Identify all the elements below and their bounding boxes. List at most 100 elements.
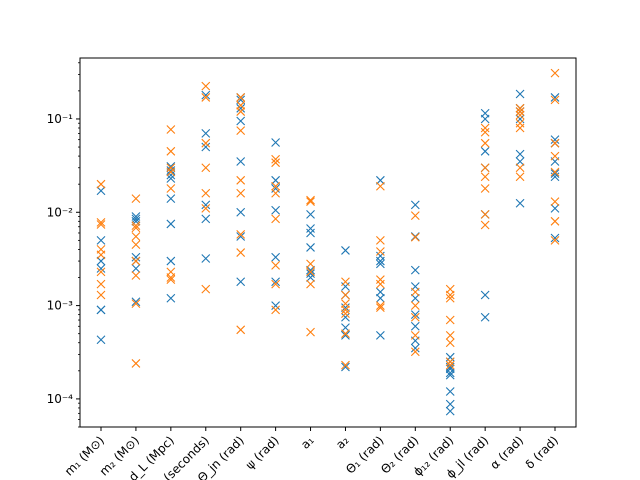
marker-series-1 [515,157,525,166]
marker-series-2 [341,299,350,309]
marker-series-1 [515,114,525,124]
marker-series-2 [410,330,420,340]
marker-series-1 [271,138,281,147]
marker-series-2 [96,290,106,300]
marker-series-1 [375,287,385,297]
marker-series-1 [166,293,176,303]
marker-series-1 [96,256,106,266]
marker-series-2 [341,290,350,300]
marker-series-2 [96,279,106,289]
marker-series-1 [131,216,141,226]
marker-series-1 [271,277,281,287]
marker-series-2 [445,357,455,367]
marker-series-1 [375,330,385,340]
marker-series-2 [480,209,490,219]
marker-series-1 [375,293,385,303]
marker-series-2 [236,325,246,335]
marker-series-1 [341,312,350,322]
marker-series-2 [96,217,106,227]
marker-series-2 [271,181,281,191]
marker-series-2 [445,360,455,370]
marker-series-1 [306,269,315,279]
marker-series-2 [96,250,106,260]
marker-series-1 [201,142,211,152]
marker-series-1 [410,200,420,210]
marker-series-2 [480,127,490,137]
marker-series-1 [480,114,490,124]
marker-series-2 [236,93,246,102]
marker-series-1 [201,254,211,263]
marker-series-2 [131,299,141,309]
marker-series-1 [445,370,455,380]
marker-series-2 [341,329,350,339]
marker-series-2 [341,309,350,319]
marker-series-2 [271,158,281,168]
marker-series-2 [236,126,246,136]
marker-series-2 [375,301,385,310]
marker-series-2 [96,267,106,277]
marker-series-2 [550,151,560,161]
marker-series-2 [236,175,246,185]
marker-series-2 [201,93,211,102]
marker-series-2 [271,279,281,289]
marker-series-2 [96,179,106,189]
marker-series-1 [96,305,106,315]
marker-series-2 [166,167,176,177]
marker-series-1 [201,200,211,210]
marker-series-1 [166,174,176,183]
marker-series-2 [201,138,211,148]
marker-series-1 [201,129,211,138]
marker-series-2 [131,256,141,266]
marker-series-2 [410,347,420,357]
marker-series-2 [375,181,385,191]
marker-series-2 [201,188,211,198]
marker-series-2 [236,107,246,116]
marker-series-2 [445,290,455,300]
marker-series-2 [445,330,455,340]
marker-series-2 [550,235,560,245]
marker-series-1 [445,364,455,374]
marker-series-2 [410,211,420,221]
marker-series-1 [271,205,281,215]
marker-series-2 [271,214,281,224]
marker-series-2 [410,287,420,297]
marker-series-2 [550,68,560,78]
marker-series-1 [166,166,176,175]
marker-series-2 [131,359,141,368]
y-tick-label: 10⁻¹ [47,112,74,126]
marker-series-2 [306,279,315,289]
marker-series-2 [166,273,176,282]
marker-series-1 [96,186,106,196]
marker-series-2 [131,194,141,204]
marker-series-2 [306,259,315,269]
marker-series-2 [550,167,560,177]
marker-series-2 [515,103,525,113]
marker-series-1 [201,214,211,224]
marker-series-1 [271,252,281,262]
marker-series-2 [306,327,315,337]
marker-series-2 [445,315,455,325]
marker-series-2 [201,81,211,91]
marker-series-1 [131,264,141,273]
marker-series-2 [410,312,420,322]
marker-series-2 [131,232,141,241]
marker-series-1 [445,406,455,416]
marker-series-1 [550,233,560,243]
marker-series-1 [236,232,246,241]
marker-series-2 [131,223,141,233]
marker-series-1 [515,89,525,99]
marker-series-1 [341,330,350,340]
marker-series-1 [550,93,560,102]
marker-series-1 [480,146,490,156]
marker-series-2 [480,123,490,133]
marker-series-1 [271,301,281,310]
marker-series-2 [201,284,211,294]
marker-series-2 [271,305,281,315]
marker-series-2 [96,220,106,229]
marker-series-1 [515,198,525,208]
marker-series-2 [515,123,525,133]
marker-series-1 [550,135,560,145]
marker-series-2 [131,240,141,250]
marker-series-2 [375,247,385,256]
